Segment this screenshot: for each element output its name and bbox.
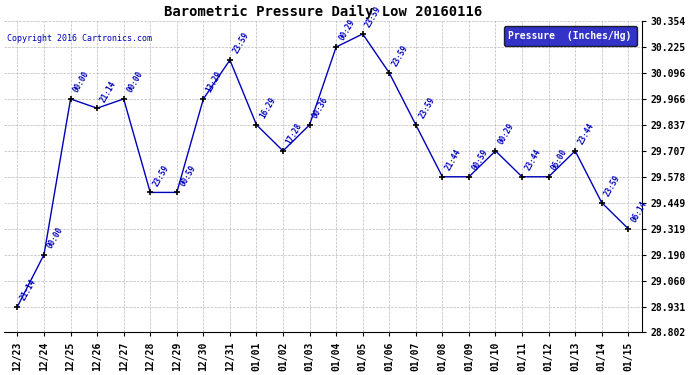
Text: 23:59: 23:59 xyxy=(152,163,171,188)
Text: 06:00: 06:00 xyxy=(550,148,569,172)
Text: Copyright 2016 Cartronics.com: Copyright 2016 Cartronics.com xyxy=(8,34,152,43)
Text: 17:28: 17:28 xyxy=(284,122,304,146)
Text: 23:44: 23:44 xyxy=(576,122,596,146)
Title: Barometric Pressure Daily Low 20160116: Barometric Pressure Daily Low 20160116 xyxy=(164,4,482,18)
Text: 00:36: 00:36 xyxy=(311,96,331,120)
Text: 00:00: 00:00 xyxy=(72,70,91,94)
Text: 23:59: 23:59 xyxy=(364,5,384,29)
Legend: Pressure  (Inches/Hg): Pressure (Inches/Hg) xyxy=(504,26,637,46)
Text: 13:29: 13:29 xyxy=(205,70,224,94)
Text: 21:44: 21:44 xyxy=(444,148,463,172)
Text: 00:59: 00:59 xyxy=(471,148,490,172)
Text: 21:14: 21:14 xyxy=(19,278,38,302)
Text: 23:59: 23:59 xyxy=(231,31,250,56)
Text: 00:00: 00:00 xyxy=(125,70,144,94)
Text: 23:59: 23:59 xyxy=(603,174,622,198)
Text: 23:59: 23:59 xyxy=(391,44,410,68)
Text: 16:29: 16:29 xyxy=(258,96,277,120)
Text: 00:00: 00:00 xyxy=(46,225,65,250)
Text: 23:59: 23:59 xyxy=(417,96,437,120)
Text: 23:44: 23:44 xyxy=(524,148,543,172)
Text: 06:14: 06:14 xyxy=(629,200,649,224)
Text: 00:29: 00:29 xyxy=(337,18,357,42)
Text: 21:14: 21:14 xyxy=(99,79,118,104)
Text: 00:59: 00:59 xyxy=(178,163,197,188)
Text: 00:29: 00:29 xyxy=(497,122,516,146)
